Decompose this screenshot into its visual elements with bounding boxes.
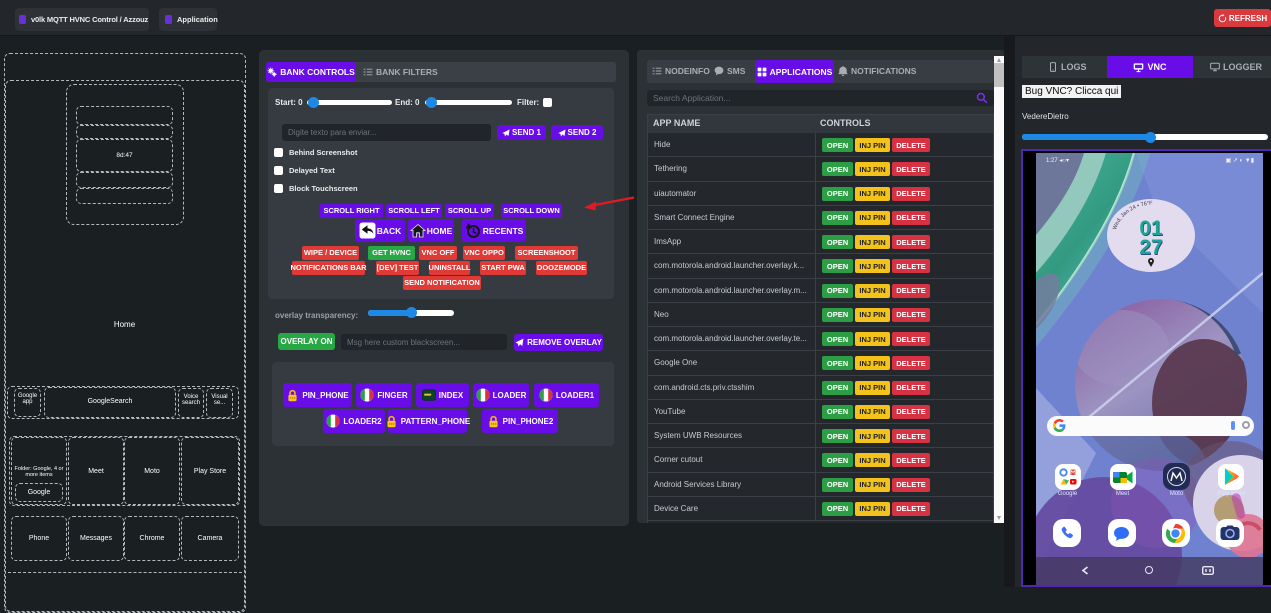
svg-text:01: 01 <box>1140 218 1164 241</box>
svg-text:27: 27 <box>1140 237 1163 260</box>
svg-text:01: 01 <box>1139 217 1163 240</box>
svg-text:27: 27 <box>1139 236 1162 259</box>
